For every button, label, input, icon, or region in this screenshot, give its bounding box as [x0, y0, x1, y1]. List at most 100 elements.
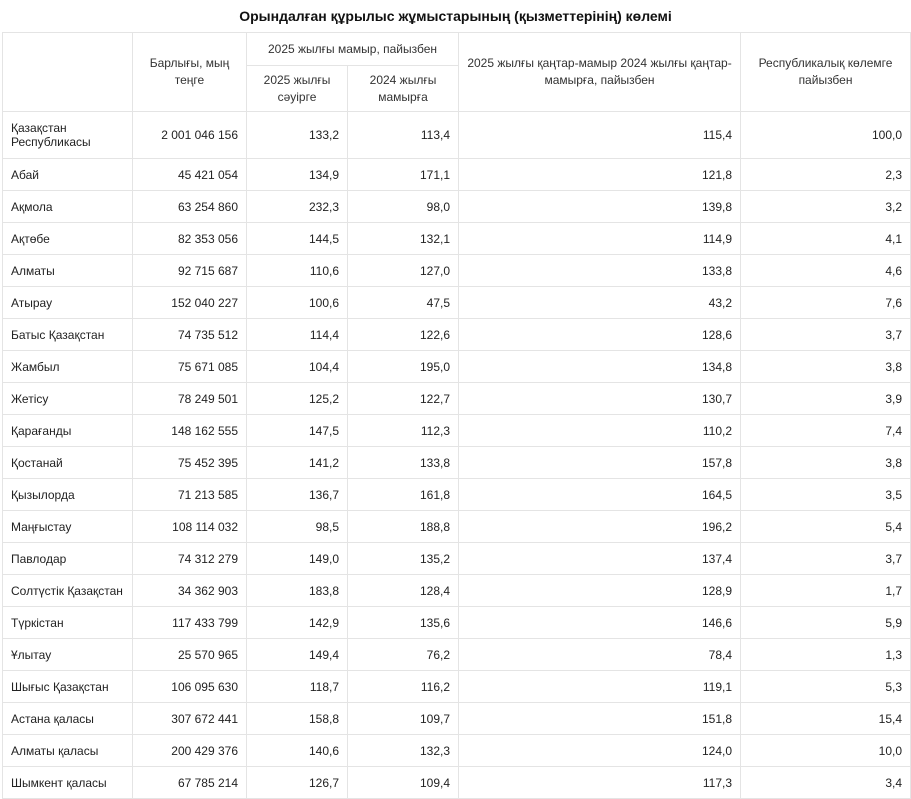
table-row: Батыс Қазақстан 74 735 512 114,4 122,6 128,6… — [2, 318, 911, 351]
total-value: 108 114 032 — [132, 510, 247, 543]
region-name: Қазақстан Республикасы — [2, 111, 133, 159]
total-value: 67 785 214 — [132, 766, 247, 799]
to-april-2025: 126,7 — [246, 766, 348, 799]
table-row: Қазақстан Республикасы 2 001 046 156 133,2… — [2, 111, 911, 159]
region-name: Павлодар — [2, 542, 133, 575]
to-may-2024: 113,4 — [346, 111, 460, 159]
to-may-2024: 195,0 — [346, 350, 460, 383]
to-may-2024: 133,8 — [346, 446, 460, 479]
jan-may-ratio: 137,4 — [458, 542, 742, 575]
jan-may-ratio: 157,8 — [458, 446, 742, 479]
total-value: 78 249 501 — [132, 382, 247, 415]
to-may-2024: 135,6 — [346, 606, 460, 639]
table-row: Алматы 92 715 687 110,6 127,0 133,8 4,6 — [2, 254, 911, 287]
region-name: Алматы — [2, 254, 133, 287]
republic-share: 100,0 — [740, 111, 911, 159]
to-april-2025: 232,3 — [246, 190, 348, 223]
republic-share: 7,6 — [740, 286, 911, 319]
header-group-may: 2025 жылғы мамыр, пайызбен — [245, 32, 460, 66]
region-name: Шығыс Қазақстан — [2, 670, 133, 703]
to-april-2025: 104,4 — [246, 350, 348, 383]
total-value: 200 429 376 — [132, 734, 247, 767]
jan-may-ratio: 121,8 — [458, 158, 742, 191]
jan-may-ratio: 124,0 — [458, 734, 742, 767]
region-name: Қостанай — [2, 446, 133, 479]
header-total: Барлығы, мың теңге — [132, 32, 247, 112]
to-may-2024: 135,2 — [346, 542, 460, 575]
jan-may-ratio: 133,8 — [458, 254, 742, 287]
jan-may-ratio: 151,8 — [458, 702, 742, 735]
to-may-2024: 109,7 — [346, 702, 460, 735]
table-row: Абай 45 421 054 134,9 171,1 121,8 2,3 — [2, 158, 911, 191]
table-row: Қарағанды 148 162 555 147,5 112,3 110,2 7,4 — [2, 414, 911, 447]
table-title: Орындалған құрылыс жұмыстарының (қызметт… — [239, 8, 672, 24]
to-april-2025: 149,0 — [246, 542, 348, 575]
total-value: 2 001 046 156 — [132, 111, 247, 159]
to-may-2024: 76,2 — [346, 638, 460, 671]
jan-may-ratio: 78,4 — [458, 638, 742, 671]
total-value: 74 735 512 — [132, 318, 247, 351]
to-april-2025: 114,4 — [246, 318, 348, 351]
to-may-2024: 112,3 — [346, 414, 460, 447]
jan-may-ratio: 164,5 — [458, 478, 742, 511]
to-april-2025: 149,4 — [246, 638, 348, 671]
table-row: Павлодар 74 312 279 149,0 135,2 137,4 3,7 — [2, 542, 911, 575]
to-may-2024: 122,7 — [346, 382, 460, 415]
republic-share: 5,9 — [740, 606, 911, 639]
republic-share: 1,3 — [740, 638, 911, 671]
table-row: Қостанай 75 452 395 141,2 133,8 157,8 3,8 — [2, 446, 911, 479]
total-value: 117 433 799 — [132, 606, 247, 639]
jan-may-ratio: 115,4 — [458, 111, 742, 159]
region-name: Ақтөбе — [2, 222, 133, 255]
republic-share: 15,4 — [740, 702, 911, 735]
jan-may-ratio: 110,2 — [458, 414, 742, 447]
table-row: Солтүстік Қазақстан 34 362 903 183,8 128,4 1… — [2, 574, 911, 607]
to-april-2025: 147,5 — [246, 414, 348, 447]
to-april-2025: 100,6 — [246, 286, 348, 319]
table-row: Жетісу 78 249 501 125,2 122,7 130,7 3,9 — [2, 382, 911, 415]
to-april-2025: 141,2 — [246, 446, 348, 479]
to-april-2025: 133,2 — [246, 111, 348, 159]
total-value: 106 095 630 — [132, 670, 247, 703]
republic-share: 3,7 — [740, 318, 911, 351]
republic-share: 4,1 — [740, 222, 911, 255]
to-may-2024: 128,4 — [346, 574, 460, 607]
to-may-2024: 132,3 — [346, 734, 460, 767]
jan-may-ratio: 128,6 — [458, 318, 742, 351]
region-name: Абай — [2, 158, 133, 191]
to-may-2024: 47,5 — [346, 286, 460, 319]
to-april-2025: 140,6 — [246, 734, 348, 767]
construction-volume-table: Барлығы, мың теңге 2025 жылғы мамыр, пай… — [2, 32, 911, 799]
republic-share: 5,3 — [740, 670, 911, 703]
to-april-2025: 142,9 — [246, 606, 348, 639]
total-value: 75 452 395 — [132, 446, 247, 479]
table-row: Шымкент қаласы 67 785 214 126,7 109,4 117,3 3… — [2, 766, 911, 799]
table-row: Астана қаласы 307 672 441 158,8 109,7 151,8 1… — [2, 702, 911, 735]
header-share: Республикалық көлемге пайызбен — [740, 32, 911, 112]
table-row: Алматы қаласы 200 429 376 140,6 132,3 124,0 1… — [2, 734, 911, 767]
region-name: Жамбыл — [2, 350, 133, 383]
republic-share: 3,9 — [740, 382, 911, 415]
total-value: 75 671 085 — [132, 350, 247, 383]
region-name: Батыс Қазақстан — [2, 318, 133, 351]
republic-share: 3,7 — [740, 542, 911, 575]
to-may-2024: 171,1 — [346, 158, 460, 191]
table-row: Ақмола 63 254 860 232,3 98,0 139,8 3,2 — [2, 190, 911, 223]
total-value: 25 570 965 — [132, 638, 247, 671]
to-april-2025: 136,7 — [246, 478, 348, 511]
to-may-2024: 109,4 — [346, 766, 460, 799]
to-april-2025: 110,6 — [246, 254, 348, 287]
republic-share: 7,4 — [740, 414, 911, 447]
republic-share: 3,8 — [740, 350, 911, 383]
republic-share: 3,8 — [740, 446, 911, 479]
region-name: Алматы қаласы — [2, 734, 133, 767]
region-name: Астана қаласы — [2, 702, 133, 735]
table-row: Ұлытау 25 570 965 149,4 76,2 78,4 1,3 — [2, 638, 911, 671]
total-value: 148 162 555 — [132, 414, 247, 447]
to-april-2025: 144,5 — [246, 222, 348, 255]
header-region — [2, 32, 133, 112]
jan-may-ratio: 146,6 — [458, 606, 742, 639]
republic-share: 10,0 — [740, 734, 911, 767]
total-value: 34 362 903 — [132, 574, 247, 607]
total-value: 71 213 585 — [132, 478, 247, 511]
